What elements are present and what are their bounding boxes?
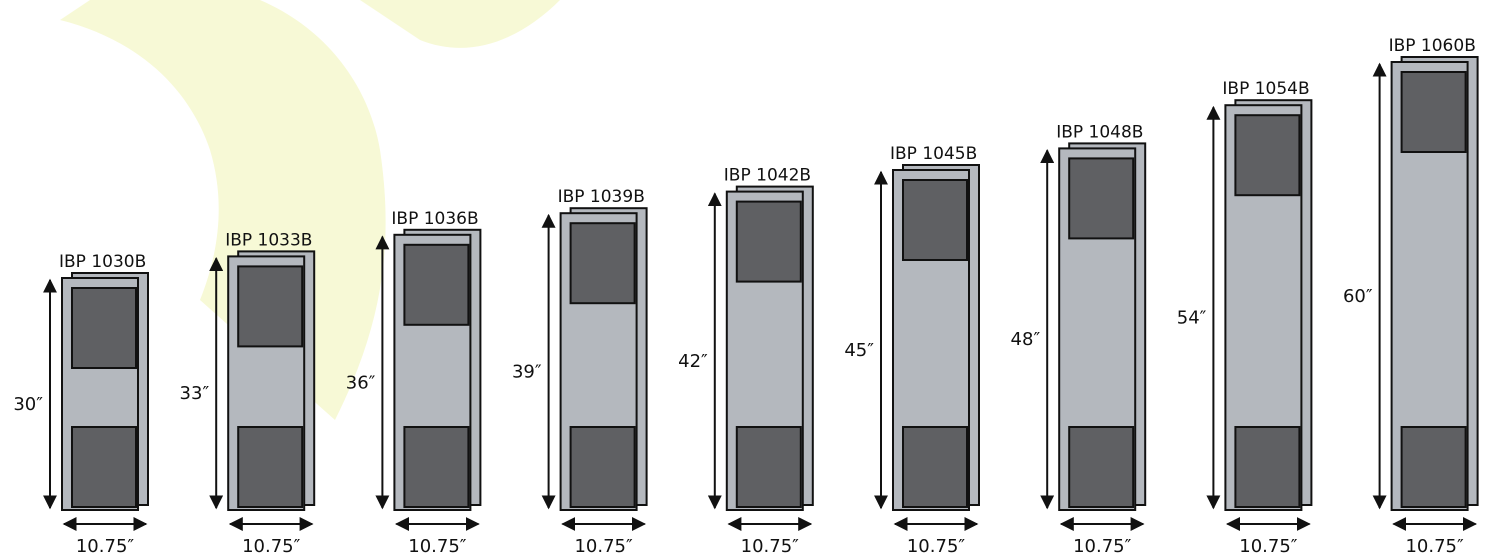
model-label: IBP 1054B — [1222, 79, 1309, 99]
lower-window — [737, 427, 801, 507]
width-label: 10.75″ — [242, 536, 301, 557]
model-label: IBP 1048B — [1056, 122, 1143, 142]
height-label: 45″ — [844, 340, 874, 361]
width-label: 10.75″ — [408, 536, 467, 557]
model-label: IBP 1033B — [225, 230, 312, 250]
width-label: 10.75″ — [741, 536, 800, 557]
lower-window — [903, 427, 967, 507]
lower-window — [238, 427, 302, 507]
height-label: 60″ — [1343, 286, 1373, 307]
lower-window — [404, 427, 468, 507]
lower-window — [571, 427, 635, 507]
height-label: 54″ — [1177, 308, 1207, 329]
height-label: 36″ — [346, 372, 376, 393]
model-label: IBP 1042B — [724, 166, 811, 186]
unit-ibp-1045b: IBP 1045B 45″ 10.75″ — [844, 144, 979, 557]
height-label: 33″ — [180, 383, 210, 404]
upper-window — [238, 266, 302, 346]
width-label: 10.75″ — [1239, 536, 1298, 557]
model-label: IBP 1036B — [391, 209, 478, 229]
model-label: IBP 1039B — [558, 187, 645, 207]
model-label: IBP 1030B — [59, 252, 146, 272]
unit-ibp-1036b: IBP 1036B 36″ 10.75″ — [346, 209, 481, 557]
upper-window — [737, 202, 801, 282]
upper-window — [1402, 72, 1466, 152]
unit-ibp-1030b: IBP 1030B 30″ 10.75″ — [13, 252, 148, 557]
width-label: 10.75″ — [907, 536, 966, 557]
lower-window — [72, 427, 136, 507]
model-label: IBP 1060B — [1389, 36, 1476, 56]
unit-ibp-1033b: IBP 1033B 33″ 10.75″ — [180, 230, 315, 557]
height-label: 42″ — [678, 351, 708, 372]
width-label: 10.75″ — [1073, 536, 1132, 557]
upper-window — [72, 288, 136, 368]
width-label: 10.75″ — [1405, 536, 1464, 557]
unit-ibp-1060b: IBP 1060B 60″ 10.75″ — [1343, 36, 1478, 557]
upper-window — [571, 223, 635, 303]
lower-window — [1235, 427, 1299, 507]
model-label: IBP 1045B — [890, 144, 977, 164]
unit-ibp-1054b: IBP 1054B 54″ 10.75″ — [1177, 79, 1312, 557]
height-label: 48″ — [1011, 329, 1041, 350]
lower-window — [1402, 427, 1466, 507]
height-label: 39″ — [512, 362, 542, 383]
upper-window — [1069, 158, 1133, 238]
width-label: 10.75″ — [574, 536, 633, 557]
upper-window — [404, 245, 468, 325]
height-label: 30″ — [13, 394, 43, 415]
unit-ibp-1039b: IBP 1039B 39″ 10.75″ — [512, 187, 647, 557]
upper-window — [1235, 115, 1299, 195]
unit-ibp-1042b: IBP 1042B 42″ 10.75″ — [678, 166, 813, 557]
lower-window — [1069, 427, 1133, 507]
width-label: 10.75″ — [76, 536, 135, 557]
upper-window — [903, 180, 967, 260]
unit-ibp-1048b: IBP 1048B 48″ 10.75″ — [1011, 122, 1146, 557]
